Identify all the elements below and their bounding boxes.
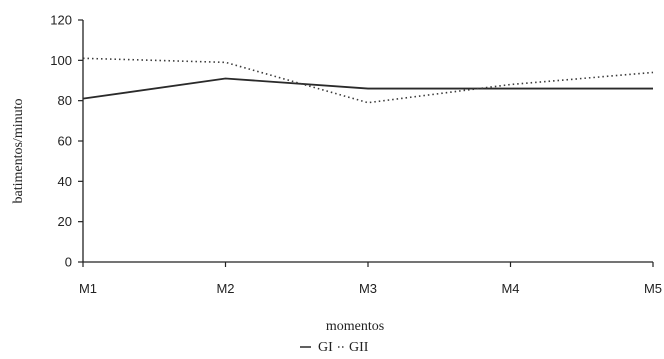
x-axis-title: momentos <box>326 319 384 334</box>
y-axis-ticks: 0 20 40 60 80 100 120 <box>50 13 83 270</box>
y-tick-label: 80 <box>58 93 72 108</box>
y-tick-label: 100 <box>50 53 72 68</box>
legend-label-gi: GI <box>318 340 333 355</box>
series-layer <box>82 57 654 104</box>
x-tick-label: M4 <box>501 281 519 296</box>
series-line-gii <box>82 57 654 104</box>
x-tick-label: M3 <box>359 281 377 296</box>
y-tick-label: 40 <box>58 174 72 189</box>
y-tick-label: 60 <box>58 134 72 149</box>
y-tick-label: 0 <box>65 255 72 270</box>
x-axis-ticks: M1 M2 M3 M4 M5 <box>79 262 662 296</box>
y-axis-title: batimentos/minuto <box>11 99 26 204</box>
x-tick-label: M1 <box>79 281 97 296</box>
legend-label-gii: GII <box>349 340 369 355</box>
x-tick-label: M5 <box>644 281 662 296</box>
legend: GI GII <box>300 340 369 355</box>
x-tick-label: M2 <box>216 281 234 296</box>
y-tick-label: 20 <box>58 214 72 229</box>
y-tick-label: 120 <box>50 13 72 28</box>
